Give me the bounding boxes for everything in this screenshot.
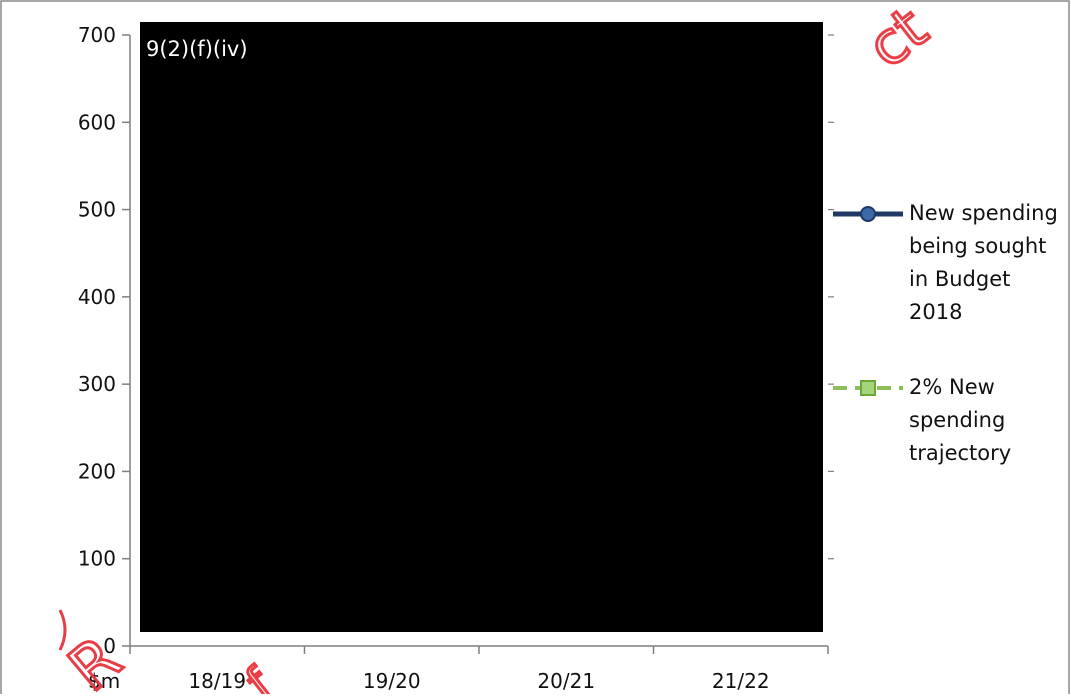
y-tick-label: 0 [103,634,116,658]
y-tick-label: 200 [78,459,116,483]
legend-label-line: spending [909,408,1005,432]
redaction-box [140,22,823,632]
y-tick-label: 400 [78,285,116,309]
legend: New spending being sought in Budget 2018 2% … [833,201,1058,465]
legend-label-line: 2% New [909,375,995,399]
x-tick-label: 18/19 [188,669,246,693]
y-tick-label: 600 [78,110,116,134]
y-unit-label: $m [88,669,120,693]
legend-label-line: New spending [909,201,1058,225]
legend-entry: New spending being sought in Budget 2018 [833,201,1058,324]
y-tick-label: 100 [78,547,116,571]
watermark-fragment: R [55,622,135,694]
y-tick-label: 300 [78,372,116,396]
legend-label-line: in Budget [909,267,1010,291]
x-tick-label: 21/22 [712,669,770,693]
y-tick-label: 700 [78,23,116,47]
redaction-label: 9(2)(f)(iv) [146,37,248,61]
legend-label-line: 2018 [909,300,962,324]
legend-marker-square [860,380,876,396]
legend-marker-circle [860,206,876,222]
x-tick-label: 19/20 [363,669,421,693]
y-axis: 0 100 200 300 400 500 600 700 [78,23,834,658]
legend-label-line: trajectory [909,441,1011,465]
watermark-fragment [58,609,67,651]
legend-label-line: being sought [909,234,1046,258]
x-tick-label: 20/21 [537,669,595,693]
x-axis: 18/19 19/20 20/21 21/22 $m [88,645,829,693]
watermark-fragment: ct [855,0,940,81]
legend-entry: 2% New spending trajectory [833,375,1011,465]
y-tick-label: 500 [78,198,116,222]
